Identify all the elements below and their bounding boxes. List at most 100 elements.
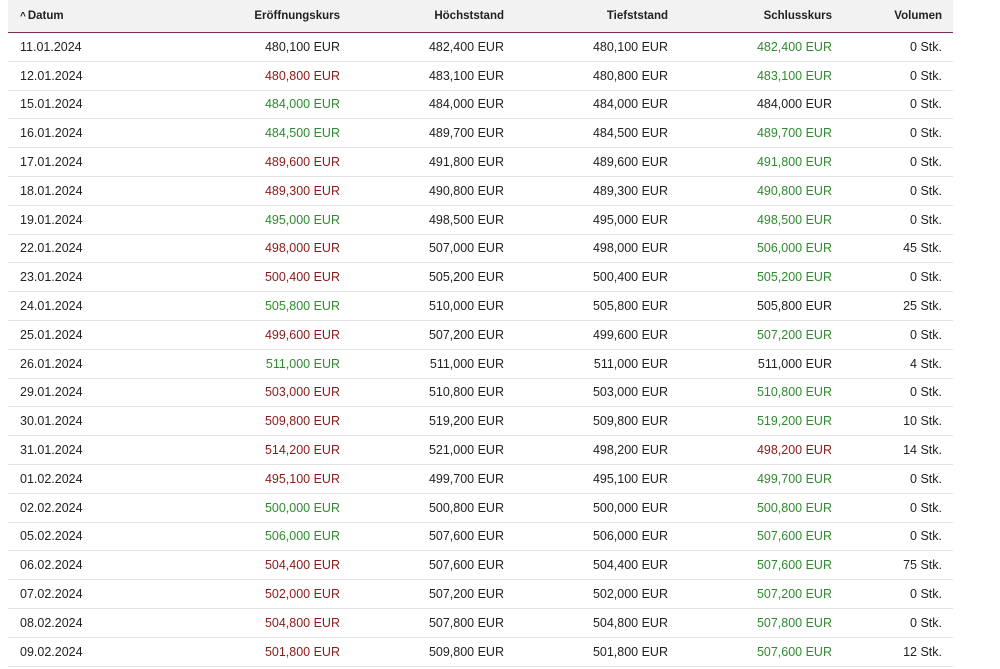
cell-high: 507,000 EUR (340, 234, 504, 264)
cell-low: 489,600 EUR (504, 147, 668, 177)
cell-high: 483,100 EUR (340, 61, 504, 91)
cell-close: 506,000 EUR (668, 234, 832, 264)
cell-volume: 0 Stk. (832, 118, 953, 149)
cell-date: 19.01.2024 (8, 205, 83, 235)
cell-close: 519,200 EUR (668, 406, 832, 437)
cell-close: 507,600 EUR (668, 550, 832, 581)
cell-open: 484,000 EUR (20, 90, 340, 120)
cell-volume: 0 Stk. (832, 464, 953, 494)
cell-high: 507,600 EUR (340, 550, 504, 581)
cell-close: 491,800 EUR (668, 147, 832, 177)
cell-open: 501,800 EUR (20, 637, 340, 667)
cell-date: 07.02.2024 (8, 579, 83, 609)
cell-volume: 0 Stk. (832, 61, 953, 91)
cell-date: 18.01.2024 (8, 176, 83, 206)
cell-date: 24.01.2024 (8, 291, 83, 321)
cell-volume: 0 Stk. (832, 608, 953, 638)
cell-open: 500,000 EUR (20, 493, 340, 523)
cell-open: 500,400 EUR (20, 262, 340, 293)
column-header-high[interactable]: Höchststand (340, 0, 504, 33)
cell-open: 505,800 EUR (20, 291, 340, 321)
cell-close: 498,200 EUR (668, 435, 832, 465)
cell-close: 505,200 EUR (668, 262, 832, 293)
cell-open: 509,800 EUR (20, 406, 340, 437)
cell-date: 02.02.2024 (8, 493, 83, 523)
column-header-open[interactable]: Eröffnungskurs (20, 0, 340, 33)
cell-open: 489,600 EUR (20, 147, 340, 177)
cell-volume: 25 Stk. (832, 291, 953, 321)
cell-volume: 0 Stk. (832, 378, 953, 408)
caret-up-icon[interactable]: ^ (20, 11, 26, 22)
table-row: 12.01.2024 480,800 EUR 483,100 EUR 480,800 … (8, 61, 953, 91)
cell-date: 23.01.2024 (8, 262, 83, 293)
column-header-volume[interactable]: Volumen (832, 0, 953, 33)
cell-low: 499,600 EUR (504, 320, 668, 350)
cell-close: 489,700 EUR (668, 118, 832, 149)
column-header-low[interactable]: Tiefststand (504, 0, 668, 33)
cell-volume: 0 Stk. (832, 262, 953, 293)
cell-date: 05.02.2024 (8, 522, 83, 552)
cell-low: 495,000 EUR (504, 205, 668, 235)
table-body: 11.01.2024 480,100 EUR 482,400 EUR 480,100 … (8, 32, 953, 667)
cell-low: 506,000 EUR (504, 522, 668, 552)
cell-high: 507,200 EUR (340, 579, 504, 609)
table-row: 31.01.2024 514,200 EUR 521,000 EUR 498,200 … (8, 435, 953, 465)
column-header-close[interactable]: Schlusskurs (668, 0, 832, 33)
cell-volume: 0 Stk. (832, 493, 953, 523)
cell-low: 484,000 EUR (504, 90, 668, 120)
cell-low: 498,200 EUR (504, 435, 668, 465)
cell-open: 484,500 EUR (20, 118, 340, 149)
cell-volume: 0 Stk. (832, 205, 953, 235)
table-row: 30.01.2024 509,800 EUR 519,200 EUR 509,800 … (8, 406, 953, 437)
cell-close: 500,800 EUR (668, 493, 832, 523)
cell-volume: 0 Stk. (832, 579, 953, 609)
cell-high: 484,000 EUR (340, 90, 504, 120)
table-row: 07.02.2024 502,000 EUR 507,200 EUR 502,000 … (8, 579, 953, 609)
column-header-date[interactable]: ^ Datum (8, 0, 64, 33)
cell-high: 509,800 EUR (340, 637, 504, 667)
cell-date: 16.01.2024 (8, 118, 83, 149)
cell-close: 498,500 EUR (668, 205, 832, 235)
cell-open: 504,400 EUR (20, 550, 340, 581)
cell-date: 01.02.2024 (8, 464, 83, 494)
cell-date: 17.01.2024 (8, 147, 83, 177)
cell-high: 507,200 EUR (340, 320, 504, 350)
cell-close: 499,700 EUR (668, 464, 832, 494)
cell-low: 480,100 EUR (504, 32, 668, 62)
cell-low: 489,300 EUR (504, 176, 668, 206)
cell-high: 500,800 EUR (340, 493, 504, 523)
cell-volume: 14 Stk. (832, 435, 953, 465)
table-row: 06.02.2024 504,400 EUR 507,600 EUR 504,400 … (8, 550, 953, 581)
cell-date: 11.01.2024 (8, 32, 82, 62)
cell-volume: 0 Stk. (832, 32, 953, 62)
cell-high: 521,000 EUR (340, 435, 504, 465)
cell-close: 507,200 EUR (668, 320, 832, 350)
cell-open: 498,000 EUR (20, 234, 340, 264)
cell-high: 519,200 EUR (340, 406, 504, 437)
cell-open: 514,200 EUR (20, 435, 340, 465)
table-row: 02.02.2024 500,000 EUR 500,800 EUR 500,000 … (8, 493, 953, 523)
cell-high: 505,200 EUR (340, 262, 504, 293)
table-row: 05.02.2024 506,000 EUR 507,600 EUR 506,000 … (8, 522, 953, 552)
table-row: 29.01.2024 503,000 EUR 510,800 EUR 503,000 … (8, 378, 953, 408)
cell-low: 480,800 EUR (504, 61, 668, 91)
cell-high: 491,800 EUR (340, 147, 504, 177)
cell-date: 08.02.2024 (8, 608, 83, 638)
table-row: 11.01.2024 480,100 EUR 482,400 EUR 480,100 … (8, 32, 953, 62)
price-history-table-wrapper: ^ Datum Eröffnungskurs Höchststand Tiefst… (8, 0, 953, 667)
cell-date: 26.01.2024 (8, 349, 83, 379)
cell-date: 09.02.2024 (8, 637, 83, 667)
cell-low: 505,800 EUR (504, 291, 668, 321)
cell-low: 500,400 EUR (504, 262, 668, 293)
cell-date: 22.01.2024 (8, 234, 83, 264)
price-history-table: ^ Datum Eröffnungskurs Höchststand Tiefst… (8, 0, 953, 667)
table-row: 26.01.2024 511,000 EUR 511,000 EUR 511,000 … (8, 349, 953, 379)
cell-close: 483,100 EUR (668, 61, 832, 91)
cell-low: 498,000 EUR (504, 234, 668, 264)
cell-high: 490,800 EUR (340, 176, 504, 206)
cell-volume: 0 Stk. (832, 320, 953, 350)
table-row: 01.02.2024 495,100 EUR 499,700 EUR 495,100 … (8, 464, 953, 494)
table-row: 16.01.2024 484,500 EUR 489,700 EUR 484,500 … (8, 118, 953, 149)
cell-volume: 75 Stk. (832, 550, 953, 581)
cell-low: 511,000 EUR (504, 349, 668, 379)
